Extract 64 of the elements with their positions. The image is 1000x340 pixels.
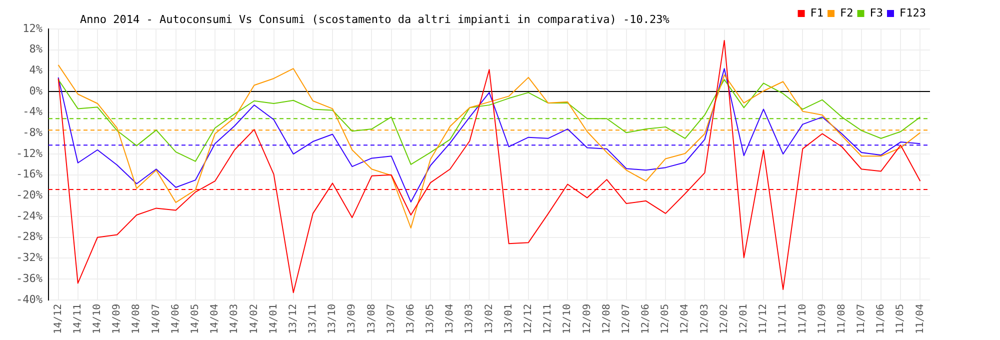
x-tick-label: 12/01: [738, 304, 750, 334]
x-tick-label: 12/03: [699, 304, 710, 334]
y-tick-label: -4%: [22, 105, 43, 118]
x-tick-label: 13/07: [386, 304, 397, 334]
x-tick-label: 14/03: [229, 304, 240, 334]
x-tick-label: 14/02: [248, 304, 260, 334]
x-tick-label: 13/03: [464, 304, 476, 334]
x-tick-label: 14/07: [150, 304, 162, 334]
x-tick-label: 13/05: [425, 304, 436, 334]
x-tick-label: 12/11: [542, 304, 554, 334]
legend-label: F3: [870, 6, 884, 20]
x-tick-label: 12/02: [718, 304, 730, 334]
x-tick-label: 13/01: [503, 304, 514, 334]
x-tick-label: 14/10: [92, 304, 104, 334]
x-tick-label: 12/09: [582, 304, 593, 334]
y-tick-label: -16%: [16, 168, 43, 181]
x-tick-label: 12/06: [640, 304, 652, 334]
x-tick-label: 14/05: [190, 304, 201, 334]
x-tick-label: 11/05: [895, 304, 906, 334]
x-tick-label: 11/11: [778, 304, 789, 334]
x-tick-label: 13/09: [346, 304, 358, 334]
y-tick-label: -36%: [16, 272, 43, 285]
y-tick-label: 8%: [29, 42, 43, 56]
x-tick-label: 14/08: [131, 304, 142, 334]
y-tick-label: 4%: [29, 64, 43, 77]
x-tick-label: 13/11: [308, 304, 319, 334]
x-tick-label: 13/08: [366, 304, 378, 334]
y-tick-label: -8%: [22, 126, 43, 140]
x-tick-label: 14/06: [170, 304, 182, 334]
x-tick-label: 13/10: [327, 304, 338, 334]
chart-title: Anno 2014 - Autoconsumi Vs Consumi (scostamento da altri impianti in comparativa) -10.23%: [80, 12, 670, 26]
x-tick-label: 12/10: [562, 304, 574, 334]
y-tick-label: -24%: [16, 209, 43, 222]
x-tick-label: 11/09: [816, 304, 828, 334]
legend-label: F2: [840, 6, 854, 20]
legend-label: F123: [900, 6, 926, 20]
x-tick-label: 14/04: [210, 304, 221, 334]
x-tick-label: 11/07: [856, 304, 868, 334]
legend-label: F1: [810, 6, 824, 20]
x-tick-label: 14/12: [52, 304, 64, 334]
x-tick-label: 12/08: [601, 304, 612, 334]
x-tick-label: 11/06: [876, 304, 887, 334]
x-tick-label: 12/12: [523, 304, 534, 334]
y-tick-label: -12%: [16, 146, 43, 160]
y-tick-label: -28%: [16, 230, 43, 244]
x-tick-label: 13/04: [444, 304, 456, 334]
y-tick-label: -40%: [16, 292, 43, 306]
x-tick-label: 11/08: [836, 304, 848, 334]
x-tick-label: 14/11: [72, 304, 84, 334]
y-tick-label: -32%: [16, 251, 43, 264]
x-tick-label: 11/12: [758, 304, 770, 334]
x-tick-label: 12/07: [620, 304, 632, 334]
y-tick-label: 12%: [22, 22, 43, 35]
y-tick-label: -20%: [16, 188, 43, 202]
x-tick-label: 13/06: [405, 304, 416, 334]
x-tick-label: 14/01: [268, 304, 280, 334]
x-tick-label: 12/04: [680, 304, 691, 334]
x-tick-label: 13/12: [288, 304, 299, 334]
x-tick-label: 13/02: [484, 304, 495, 334]
x-tick-label: 12/05: [660, 304, 672, 334]
x-tick-label: 14/09: [112, 304, 123, 334]
x-tick-label: 11/04: [914, 304, 926, 334]
y-tick-label: 0%: [29, 84, 43, 98]
x-tick-label: 11/10: [797, 304, 808, 334]
